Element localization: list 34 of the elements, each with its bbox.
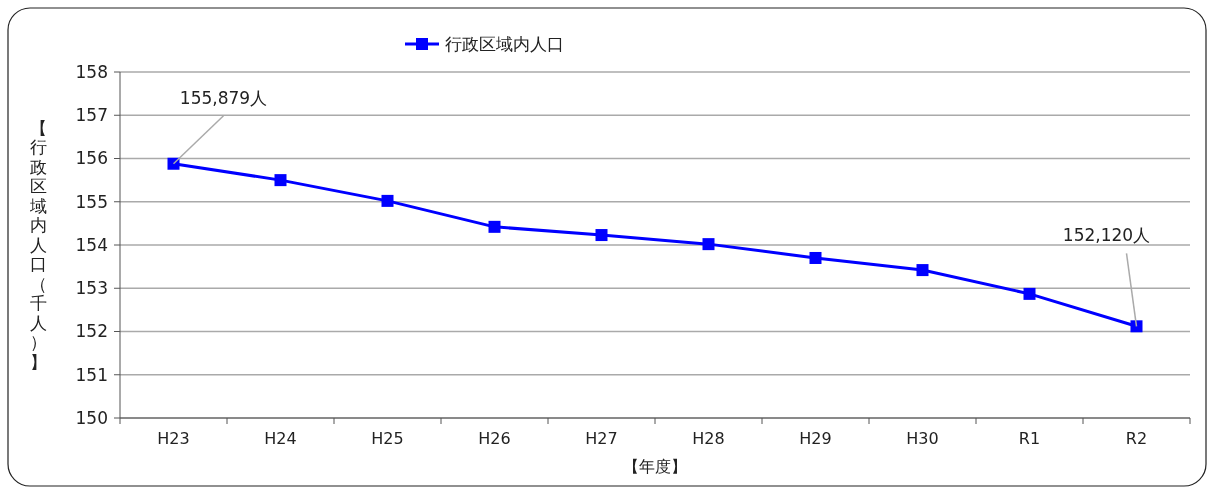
legend-label: 行政区域内人口	[445, 33, 564, 54]
point	[809, 251, 822, 264]
x-tick-label: H26	[478, 429, 511, 448]
point	[167, 157, 180, 170]
text: 【行政区域内人口（千人）】	[29, 117, 47, 372]
y-tick-label: 157	[75, 105, 108, 126]
x-tick-label: R1	[1018, 429, 1041, 448]
point	[1130, 320, 1143, 333]
y-tick-label: 158	[75, 61, 108, 82]
x-tick-label: H30	[906, 429, 939, 448]
point	[595, 229, 608, 242]
x-tick-label: H29	[799, 429, 832, 448]
point	[381, 194, 394, 207]
x-tick-label: R2	[1125, 429, 1148, 448]
point	[916, 264, 929, 277]
y-tick-label: 151	[75, 364, 108, 385]
x-tick-label: H24	[264, 429, 297, 448]
x-axis-title: 【年度】	[623, 457, 687, 476]
point	[488, 220, 501, 233]
x-tick-label: H27	[585, 429, 618, 448]
y-tick-label: 156	[75, 148, 108, 169]
y-tick-label: 155	[75, 191, 108, 212]
y-tick-label: 153	[75, 278, 108, 299]
y-tick-label: 154	[75, 234, 108, 255]
x-tick-label: H28	[692, 429, 725, 448]
y-tick-label: 150	[75, 407, 108, 428]
x-tick-label: H25	[371, 429, 404, 448]
point	[702, 238, 715, 251]
annotation: 155,879人	[179, 87, 268, 108]
y-tick-label: 152	[75, 321, 108, 342]
point	[274, 174, 287, 187]
x-tick-label: H23	[157, 429, 190, 448]
point	[1023, 287, 1036, 300]
annotation: 152,120人	[1062, 225, 1151, 246]
